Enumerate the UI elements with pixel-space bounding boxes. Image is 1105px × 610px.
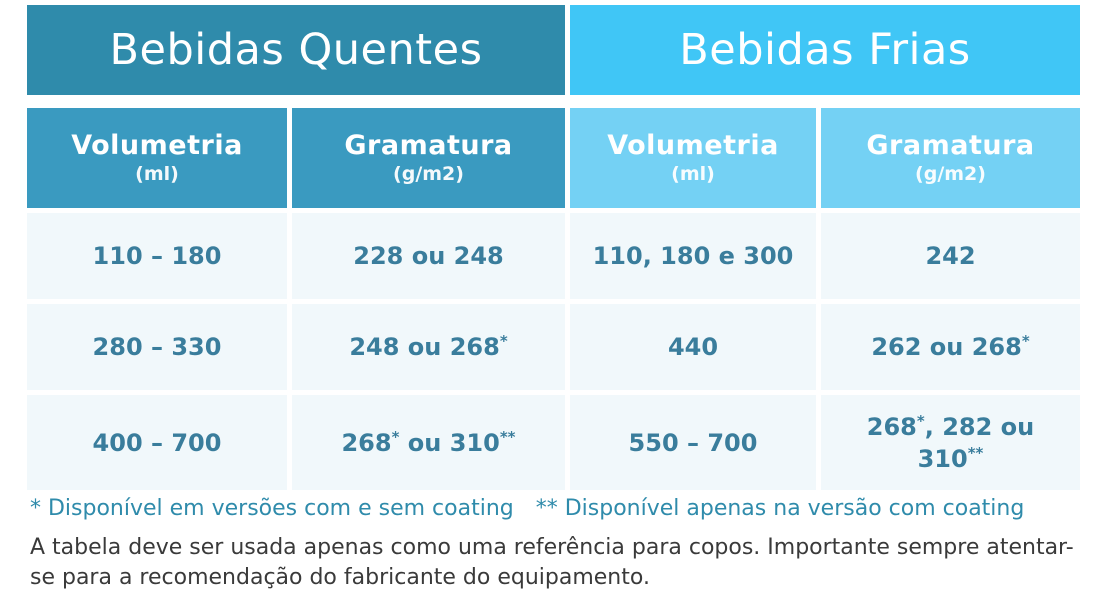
column-header-cold-volume: Volumetria (ml) xyxy=(570,108,816,208)
column-header-hot-weight: Gramatura (g/m2) xyxy=(292,108,565,208)
column-header-hot-volume: Volumetria (ml) xyxy=(27,108,287,208)
group-title-hot-label: Bebidas Quentes xyxy=(109,25,483,75)
column-unit: (ml) xyxy=(135,163,179,185)
table-cell: 248 ou 268* xyxy=(292,304,565,390)
hot-volume-value: 110 – 180 xyxy=(92,242,222,270)
column-header-cold-weight: Gramatura (g/m2) xyxy=(821,108,1080,208)
table-cell: 262 ou 268* xyxy=(821,304,1080,390)
footnotes: * Disponível em versões com e sem coatin… xyxy=(30,496,1024,521)
footnote-marker: * xyxy=(391,427,400,446)
table-cell: 440 xyxy=(570,304,816,390)
footnote-single: * Disponível em versões com e sem coatin… xyxy=(30,496,514,521)
group-title-cold-label: Bebidas Frias xyxy=(679,25,971,75)
column-title: Volumetria xyxy=(607,130,779,161)
column-unit: (g/m2) xyxy=(393,163,464,185)
column-title: Gramatura xyxy=(866,130,1035,161)
column-title: Volumetria xyxy=(71,130,243,161)
usage-note: A tabela deve ser usada apenas como uma … xyxy=(30,535,1074,590)
footnote-marker: * xyxy=(916,411,925,430)
cold-weight-value: 268*, 282 ou xyxy=(866,411,1035,441)
cold-weight-value: 262 ou 268* xyxy=(871,332,1030,361)
cold-weight-value-line2: 310** xyxy=(917,443,984,473)
footnote-marker: * xyxy=(1021,332,1030,350)
table-cell: 228 ou 248 xyxy=(292,213,565,299)
group-title-hot: Bebidas Quentes xyxy=(27,5,565,95)
group-title-cold: Bebidas Frias xyxy=(570,5,1080,95)
table-cell: 268* ou 310** xyxy=(292,395,565,490)
cold-weight-value: 242 xyxy=(925,242,976,270)
footnote-marker: * xyxy=(499,332,508,350)
hot-weight-value: 248 ou 268* xyxy=(349,332,508,361)
hot-weight-value: 268* ou 310** xyxy=(341,427,516,457)
table-cell: 550 – 700 xyxy=(570,395,816,490)
table-cell: 268*, 282 ou 310** xyxy=(821,395,1080,490)
footnote-double: ** Disponível apenas na versão com coati… xyxy=(535,496,1025,521)
table-cell: 110 – 180 xyxy=(27,213,287,299)
hot-volume-value: 400 – 700 xyxy=(92,428,222,457)
column-unit: (g/m2) xyxy=(915,163,986,185)
cold-volume-value: 110, 180 e 300 xyxy=(592,242,794,270)
hot-volume-value: 280 – 330 xyxy=(92,333,222,361)
footnote-marker: ** xyxy=(967,443,984,462)
column-unit: (ml) xyxy=(671,163,715,185)
hot-weight-value: 228 ou 248 xyxy=(353,242,504,270)
table-cell: 110, 180 e 300 xyxy=(570,213,816,299)
table-cell: 280 – 330 xyxy=(27,304,287,390)
footnote-marker: ** xyxy=(499,427,516,446)
column-title: Gramatura xyxy=(344,130,513,161)
cold-volume-value: 440 xyxy=(667,333,719,361)
cold-volume-value: 550 – 700 xyxy=(628,428,758,457)
table-cell: 242 xyxy=(821,213,1080,299)
table-cell: 400 – 700 xyxy=(27,395,287,490)
